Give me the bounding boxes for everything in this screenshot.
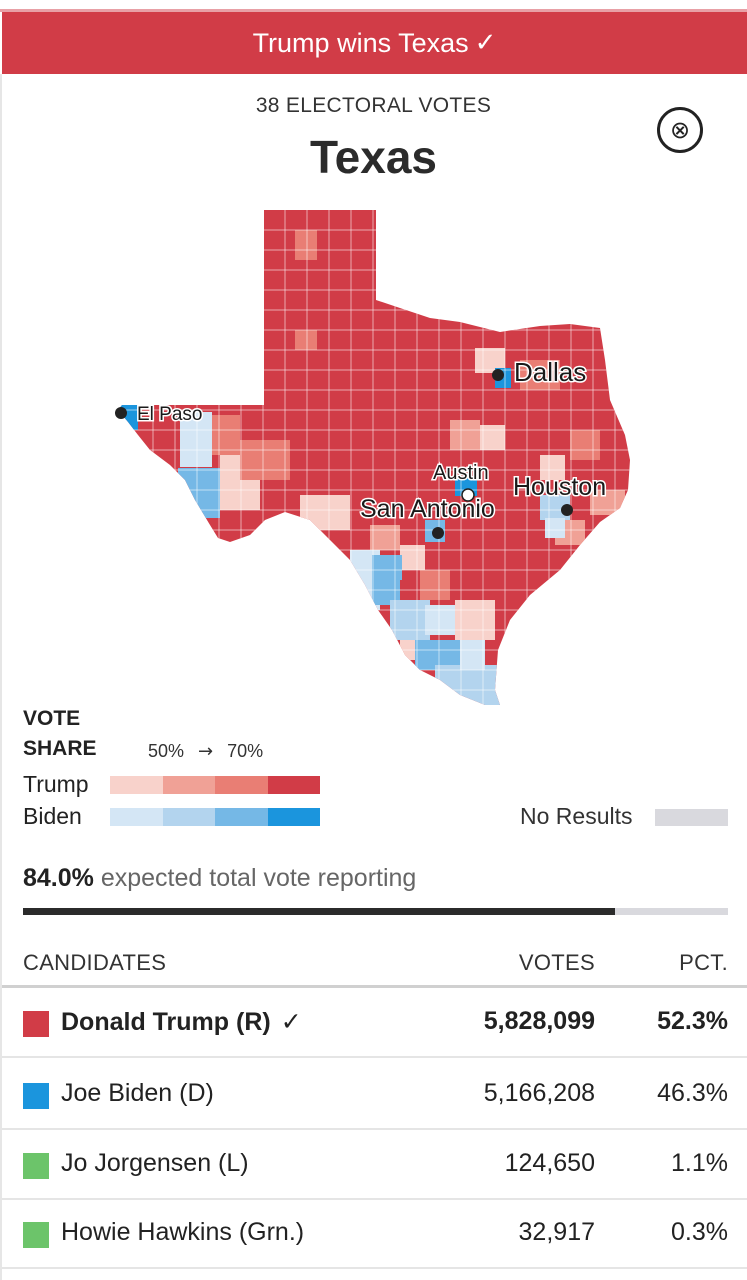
close-glyph: ⊗ (669, 116, 691, 144)
candidate-votes: 5,828,099 (483, 1007, 595, 1035)
candidate-color-swatch (23, 1083, 49, 1109)
trump-swatch-1 (110, 776, 163, 794)
city-marker-dallas (492, 369, 504, 381)
candidate-pct: 46.3% (657, 1079, 728, 1107)
candidate-color-swatch (23, 1222, 49, 1248)
reporting-status: 84.0% expected total vote reporting (23, 864, 416, 893)
legend-title-line2: SHARE (23, 737, 97, 760)
no-results-swatch (655, 809, 728, 826)
legend-scale-low: 50% (148, 741, 185, 761)
candidate-color-swatch (23, 1153, 49, 1179)
reporting-progress-bar (23, 908, 728, 915)
banner-text: Trump wins Texas (252, 27, 469, 58)
legend-title: VOTE SHARE (23, 704, 97, 764)
candidate-votes: 32,917 (518, 1218, 595, 1246)
candidate-name: Jo Jorgensen (L) (61, 1149, 249, 1177)
county-grid (118, 210, 630, 705)
card-edge (0, 74, 2, 1280)
city-label-houston: Houston (513, 473, 606, 501)
texas-county-map: Dallas El Paso Austin Houston San Antoni… (115, 210, 630, 705)
reporting-progress-fill (23, 908, 616, 915)
candidate-name: Howie Hawkins (Grn.) (61, 1218, 305, 1246)
city-el-paso: El Paso (115, 403, 204, 427)
trump-swatch-2 (162, 776, 215, 794)
city-marker-austin (461, 488, 475, 502)
legend-biden-label: Biden (23, 803, 82, 829)
candidate-pct: 0.3% (671, 1218, 728, 1246)
table-row: Howie Hawkins (Grn.) 32,917 0.3% (2, 1199, 747, 1269)
state-title: Texas (309, 131, 438, 183)
city-dallas: Dallas (492, 356, 588, 389)
city-label-san-antonio: San Antonio (360, 495, 495, 523)
candidate-votes: 5,166,208 (483, 1079, 595, 1107)
no-results-label: No Results (520, 803, 633, 829)
city-label-el-paso: El Paso (137, 404, 202, 425)
check-icon: ✓ (474, 28, 497, 58)
table-row: Joe Biden (D) 5,166,208 46.3% (2, 1060, 747, 1130)
candidate-votes: 124,650 (504, 1149, 595, 1177)
candidate-color-swatch (23, 1011, 49, 1037)
legend-trump-swatches (110, 776, 320, 794)
header-divider (2, 985, 747, 988)
close-icon[interactable]: ⊗ (657, 107, 703, 153)
city-austin: Austin (432, 461, 490, 502)
city-label-austin: Austin (433, 462, 489, 484)
winner-banner: Trump wins Texas ✓ (2, 12, 747, 74)
biden-swatch-3 (215, 808, 268, 826)
city-marker-el-paso (115, 407, 127, 419)
candidate-pct: 52.3% (657, 1007, 728, 1035)
candidate-pct: 1.1% (671, 1149, 728, 1177)
check-icon: ✓ (280, 1007, 302, 1036)
top-edge (0, 0, 747, 12)
trump-swatch-4 (267, 776, 320, 794)
city-marker-san-antonio (432, 527, 444, 539)
header-candidates: CANDIDATES (23, 950, 167, 975)
legend-title-line1: VOTE (23, 707, 81, 730)
city-san-antonio: San Antonio (359, 494, 496, 539)
biden-swatch-4 (267, 808, 320, 826)
header-pct: PCT. (679, 950, 728, 975)
candidate-name-text: Donald Trump (R) (61, 1008, 271, 1036)
candidate-name: Joe Biden (D) (61, 1079, 214, 1107)
legend-scale: 50% → 70% (148, 741, 263, 762)
biden-swatch-1 (110, 808, 163, 826)
table-row: Donald Trump (R) ✓ 5,828,099 52.3% (2, 988, 747, 1058)
legend-scale-high: 70% (227, 741, 264, 761)
arrow-right-icon: → (198, 741, 214, 762)
candidate-name: Donald Trump (R) ✓ (61, 1007, 302, 1037)
city-label-dallas: Dallas (514, 357, 586, 387)
header-votes: VOTES (518, 950, 595, 975)
trump-swatch-3 (215, 776, 268, 794)
reporting-text: expected total vote reporting (100, 864, 417, 892)
electoral-votes-label: 38 ELECTORAL VOTES (255, 94, 492, 117)
reporting-percent: 84.0% (23, 864, 94, 892)
legend-biden-swatches (110, 808, 320, 826)
legend-trump-label: Trump (23, 771, 89, 797)
biden-swatch-2 (162, 808, 215, 826)
city-houston: Houston (512, 472, 608, 516)
city-marker-houston (561, 504, 573, 516)
table-row: Jo Jorgensen (L) 124,650 1.1% (2, 1130, 747, 1200)
